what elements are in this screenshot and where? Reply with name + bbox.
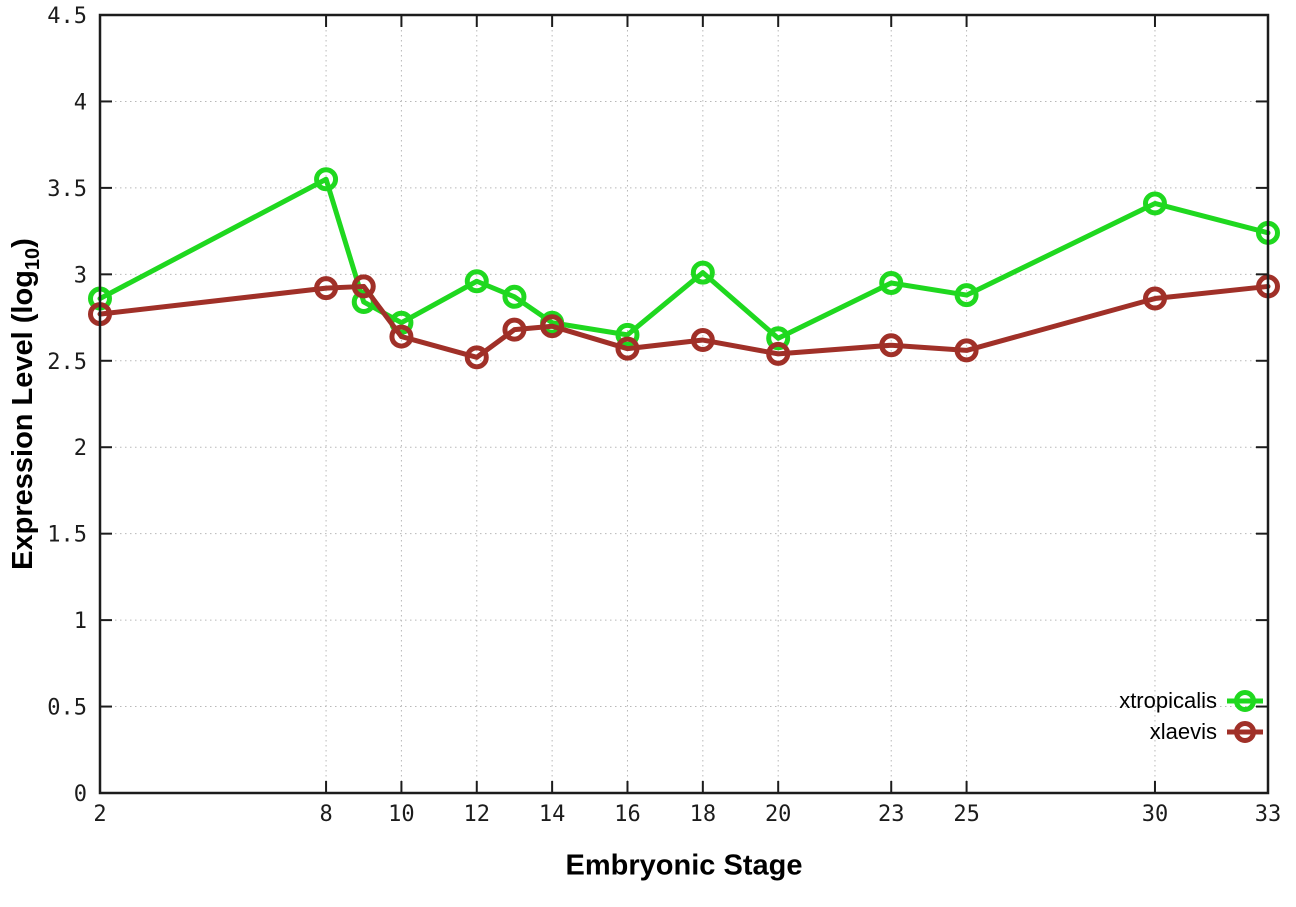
series-lines xyxy=(88,167,1280,370)
data-point-xtropicalis xyxy=(879,270,904,295)
data-point-xtropicalis xyxy=(1142,191,1167,216)
x-tick-label: 12 xyxy=(464,802,491,827)
data-point-xlaevis xyxy=(502,317,527,342)
x-tick-label: 8 xyxy=(319,802,332,827)
y-tick-label: 4 xyxy=(74,90,87,115)
y-tick-label: 0.5 xyxy=(47,696,87,721)
data-point-xlaevis xyxy=(389,324,414,349)
x-tick-label: 14 xyxy=(539,802,566,827)
x-tick-label: 23 xyxy=(878,802,905,827)
y-axis-title-paren: ) xyxy=(7,238,39,248)
y-tick-label: 1.5 xyxy=(47,523,87,548)
y-axis-title-subscript: 10 xyxy=(22,247,44,271)
y-tick-label: 2 xyxy=(74,436,87,461)
data-point-xtropicalis xyxy=(954,283,979,308)
legend: xtropicalis xlaevis xyxy=(1119,687,1264,746)
series-line-xlaevis xyxy=(97,283,1271,360)
legend-label-xtropicalis: xtropicalis xyxy=(1119,688,1217,713)
data-point-xlaevis xyxy=(351,274,376,299)
y-axis-title-text: Expression Level (log xyxy=(7,270,39,570)
data-point-xtropicalis xyxy=(502,284,527,309)
x-tick-label: 10 xyxy=(388,802,415,827)
legend-marker-xtropicalis-icon xyxy=(1227,690,1263,712)
axis-ticks xyxy=(99,14,1269,794)
data-point-xlaevis xyxy=(615,336,640,361)
plot-border xyxy=(98,13,1270,795)
data-point-xlaevis xyxy=(879,333,904,358)
y-tick-label: 0 xyxy=(74,782,87,807)
legend-marker-xlaevis-icon xyxy=(1227,721,1263,743)
data-point-xtropicalis xyxy=(766,326,791,351)
x-tick-label: 20 xyxy=(765,802,792,827)
gridlines xyxy=(100,15,1268,793)
legend-label-xlaevis: xlaevis xyxy=(1149,719,1217,744)
data-point-xtropicalis xyxy=(464,269,489,294)
data-point-xtropicalis xyxy=(314,167,339,192)
legend-item-xlaevis: xlaevis xyxy=(1119,718,1264,746)
plot-frame xyxy=(98,13,1270,795)
y-axis-title: Expression Level (log10) xyxy=(7,238,45,570)
legend-item-xtropicalis: xtropicalis xyxy=(1119,687,1264,715)
data-point-xtropicalis xyxy=(690,260,715,285)
data-point-xtropicalis xyxy=(615,322,640,347)
data-point-xlaevis xyxy=(1142,286,1167,311)
data-point-xlaevis xyxy=(314,276,339,301)
x-tick-label: 2 xyxy=(93,802,106,827)
axis-tick-labels: 2 8 10 12 14 16 18 20 23 25 30 33 0 0.5 1 1.5 2 2.5 3 3.5 4 4… xyxy=(47,4,1281,827)
data-point-xlaevis xyxy=(690,328,715,353)
y-tick-label: 3.5 xyxy=(47,177,87,202)
y-tick-label: 1 xyxy=(74,609,87,634)
x-tick-label: 30 xyxy=(1142,802,1169,827)
data-point-xlaevis xyxy=(540,314,565,339)
x-tick-label: 25 xyxy=(953,802,980,827)
x-axis-title: Embryonic Stage xyxy=(565,849,803,882)
y-tick-label: 4.5 xyxy=(47,4,87,29)
x-tick-label: 16 xyxy=(614,802,641,827)
x-tick-label: 18 xyxy=(690,802,717,827)
data-point-xlaevis xyxy=(954,338,979,363)
data-point-xlaevis xyxy=(464,345,489,370)
y-tick-label: 2.5 xyxy=(47,350,87,375)
y-tick-label: 3 xyxy=(74,263,87,288)
data-point-xlaevis xyxy=(766,341,791,366)
x-tick-label: 33 xyxy=(1255,802,1282,827)
